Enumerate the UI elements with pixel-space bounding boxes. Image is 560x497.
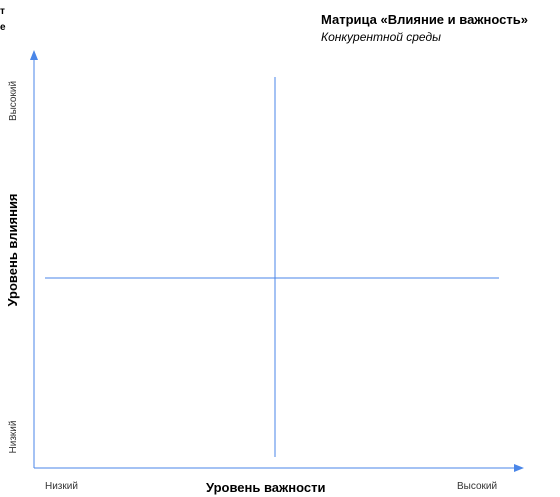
x-axis-arrowhead	[514, 464, 524, 472]
y-axis-tick-high: Высокий	[8, 80, 19, 122]
cut-off-text-fragment: т е	[0, 6, 6, 33]
matrix-subtitle: Конкурентной среды	[321, 30, 441, 44]
matrix-title: Матрица «Влияние и важность»	[321, 12, 528, 27]
y-axis-tick-low: Низкий	[8, 420, 19, 454]
x-axis-tick-high: Высокий	[457, 481, 498, 492]
y-axis-arrowhead	[30, 50, 38, 60]
title-block: Матрица «Влияние и важность» Конкурентно…	[321, 11, 528, 46]
x-axis-title: Уровень важности	[206, 480, 326, 495]
y-axis-title: Уровень влияния	[5, 193, 20, 307]
x-axis-tick-low: Низкий	[45, 481, 78, 492]
